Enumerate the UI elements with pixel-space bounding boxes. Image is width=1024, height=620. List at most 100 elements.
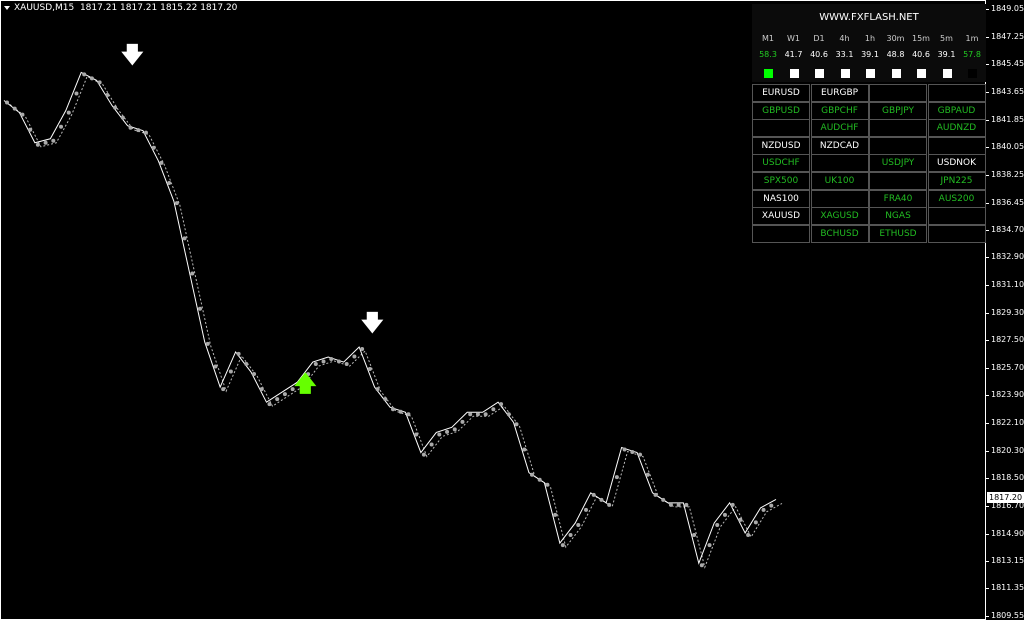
ma-dot <box>560 543 565 548</box>
ma-dot <box>421 452 426 457</box>
ma-dot <box>437 432 442 437</box>
ma-dot <box>43 140 48 145</box>
timeframe-label: 1m <box>965 34 979 43</box>
ma-dot <box>198 306 202 311</box>
empty-cell <box>927 84 986 102</box>
symbol-button-spx500[interactable]: SPX500 <box>752 172 810 190</box>
symbol-button-gbpjpy[interactable]: GBPJPY <box>869 101 927 120</box>
ma-dot <box>290 387 295 392</box>
tick-label: 1823.90 <box>991 390 1024 400</box>
empty-cell <box>752 224 810 243</box>
price-tick: 1847.25 <box>986 32 1024 41</box>
ma-dot <box>182 236 187 241</box>
ma-dot <box>568 533 573 538</box>
price-tick: 1840.05 <box>986 142 1024 151</box>
ma-dot <box>537 477 542 482</box>
symbol-button-gbpchf[interactable]: GBPCHF <box>810 101 869 120</box>
timeframe-value: 40.6 <box>810 50 828 59</box>
ma-dot <box>383 397 388 402</box>
ma-dot <box>97 80 102 85</box>
tick-label: 1843.65 <box>991 86 1024 96</box>
tick-label: 1811.35 <box>991 583 1024 593</box>
symbol-button-eurgbp[interactable]: EURGBP <box>810 84 869 102</box>
symbol-button-audnzd[interactable]: AUDNZD <box>927 119 986 138</box>
empty-cell <box>869 119 927 138</box>
ma-dot <box>545 482 550 487</box>
price-axis[interactable]: 1849.05 1847.25 1845.45 1843.65 1841.85 1840.… <box>986 0 1024 620</box>
ma-dot <box>213 364 218 369</box>
price-tick: 1809.55 <box>986 611 1024 620</box>
ma-dot <box>676 502 681 507</box>
symbol-button-fra40[interactable]: FRA40 <box>869 189 927 208</box>
ma-dot <box>506 412 511 417</box>
symbol-button-jpn225[interactable]: JPN225 <box>927 172 986 190</box>
ma-dot <box>429 442 434 447</box>
timeframe-label: 4h <box>839 34 850 43</box>
ma-dot <box>167 181 172 186</box>
empty-cell <box>810 189 869 208</box>
symbol-button-gbpaud[interactable]: GBPAUD <box>927 101 986 120</box>
symbol-button-usdnok[interactable]: USDNOK <box>927 154 986 173</box>
ma-dot <box>692 533 697 538</box>
symbol-button-usdjpy[interactable]: USDJPY <box>869 154 927 173</box>
symbol-label: XAUUSD,M15 <box>14 3 75 13</box>
tick-label: 1840.05 <box>991 142 1024 152</box>
timeframe-indicator-box <box>840 69 850 78</box>
ma-dot <box>236 351 241 356</box>
timeframe-indicator-box <box>789 69 799 78</box>
strength-panel: WWW.FXFLASH.NET M1 58.3 W1 41.7 D1 40.6 4h 33.1… <box>752 4 986 82</box>
timeframe-label: W1 <box>787 34 800 43</box>
tick-label: 1831.10 <box>991 279 1024 289</box>
ma-dot <box>614 475 619 480</box>
ma-dot <box>120 115 125 120</box>
ma-dot <box>306 372 311 377</box>
ma-dot <box>221 387 226 392</box>
symbol-button-uk100[interactable]: UK100 <box>810 172 869 190</box>
timeframe-indicator-box <box>968 69 977 78</box>
ma-dot <box>282 392 287 397</box>
ma-dot <box>576 522 581 527</box>
ma-dot <box>599 497 604 502</box>
ma-dot <box>66 110 71 115</box>
ma-dot <box>460 419 465 424</box>
arrow-up-icon: 🡅 <box>294 372 317 397</box>
timeframe-value: 57.8 <box>963 50 981 59</box>
ma-dot <box>499 402 504 407</box>
symbol-button-audchf[interactable]: AUDCHF <box>810 119 869 138</box>
ma-dot <box>259 387 264 392</box>
timeframe-value: 58.3 <box>759 50 777 59</box>
symbol-button-xauusd[interactable]: XAUUSD <box>752 207 810 226</box>
tick-label: 1818.50 <box>991 473 1024 483</box>
ma-dot <box>275 397 280 402</box>
ma-dot <box>769 503 774 508</box>
ma-dot <box>707 543 712 548</box>
tick-label: 1827.50 <box>991 335 1024 345</box>
dropdown-triangle-icon[interactable] <box>4 5 10 10</box>
ma-dot <box>20 112 25 117</box>
symbol-button-gbpusd[interactable]: GBPUSD <box>752 101 810 120</box>
symbol-button-usdchf[interactable]: USDCHF <box>752 154 810 173</box>
symbol-button-bchusd[interactable]: BCHUSD <box>810 224 869 243</box>
symbol-button-ethusd[interactable]: ETHUSD <box>869 224 927 243</box>
price-tick: 1841.85 <box>986 115 1024 124</box>
timeframe-label: 15m <box>912 34 930 43</box>
symbol-button-aus200[interactable]: AUS200 <box>927 189 986 208</box>
tick-label: 1813.15 <box>991 555 1024 565</box>
tick-label: 1816.70 <box>991 501 1024 511</box>
ma-dot <box>298 382 303 387</box>
price-tick: 1845.45 <box>986 59 1024 68</box>
price-tick: 1822.10 <box>986 418 1024 427</box>
timeframe-indicator-box <box>917 69 926 78</box>
symbol-button-eurusd[interactable]: EURUSD <box>752 84 810 102</box>
symbol-button-ngas[interactable]: NGAS <box>869 207 927 226</box>
symbol-button-nzdcad[interactable]: NZDCAD <box>810 136 869 155</box>
ma-dot <box>730 502 735 507</box>
price-tick: 1827.50 <box>986 335 1024 344</box>
ma-dot <box>607 502 612 507</box>
empty-cell <box>810 154 869 173</box>
ma-dot <box>684 502 689 507</box>
symbol-button-nas100[interactable]: NAS100 <box>752 189 810 208</box>
symbol-button-nzdusd[interactable]: NZDUSD <box>752 136 810 155</box>
symbol-button-xagusd[interactable]: XAGUSD <box>810 207 869 226</box>
timeframe-value: 39.1 <box>861 50 879 59</box>
